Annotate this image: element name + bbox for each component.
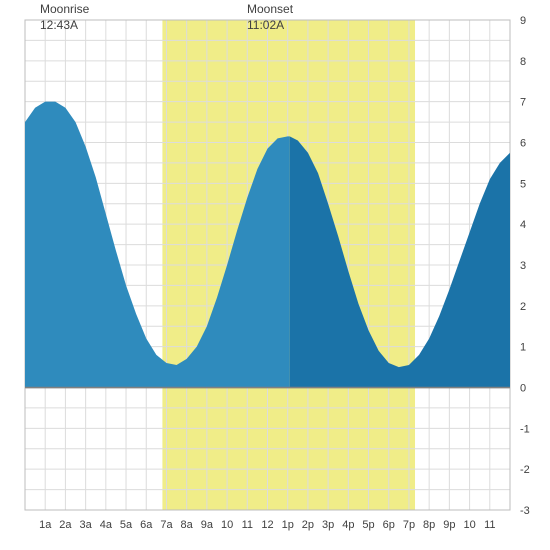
- y-tick-label: 5: [520, 178, 526, 190]
- x-tick-label: 2a: [59, 519, 72, 531]
- x-tick-label: 9a: [201, 519, 214, 531]
- x-tick-label: 11: [242, 519, 253, 531]
- x-tick-label: 1a: [39, 519, 52, 531]
- y-tick-label: 7: [520, 97, 526, 109]
- x-tick-label: 7p: [403, 519, 415, 531]
- moonset-title: Moonset: [247, 2, 293, 18]
- x-tick-label: 6a: [140, 519, 153, 531]
- moonset-time: 11:02A: [247, 18, 293, 34]
- x-tick-label: 3a: [80, 519, 93, 531]
- y-tick-label: -1: [520, 423, 530, 435]
- y-tick-label: 2: [520, 301, 526, 313]
- x-tick-label: 1p: [282, 519, 294, 531]
- tide-chart: Moonrise 12:43A Moonset 11:02A -3-2-1012…: [0, 0, 550, 550]
- y-tick-label: 3: [520, 260, 526, 272]
- x-tick-label: 10: [463, 519, 475, 531]
- x-tick-label: 11: [484, 519, 495, 531]
- moonset-label: Moonset 11:02A: [247, 2, 293, 33]
- moonrise-time: 12:43A: [40, 18, 89, 34]
- moonrise-title: Moonrise: [40, 2, 89, 18]
- x-tick-label: 8a: [181, 519, 194, 531]
- y-tick-label: 4: [520, 219, 526, 231]
- y-tick-label: -3: [520, 505, 530, 517]
- x-tick-label: 5p: [362, 519, 374, 531]
- x-tick-label: 4a: [100, 519, 113, 531]
- x-tick-label: 3p: [322, 519, 334, 531]
- y-tick-label: 8: [520, 56, 526, 68]
- y-tick-label: 6: [520, 138, 526, 150]
- y-tick-label: 1: [520, 342, 526, 354]
- x-tick-label: 9p: [443, 519, 455, 531]
- chart-svg: -3-2-101234567891a2a3a4a5a6a7a8a9a101112…: [0, 0, 550, 550]
- moonrise-label: Moonrise 12:43A: [40, 2, 89, 33]
- x-tick-label: 8p: [423, 519, 435, 531]
- y-tick-label: -2: [520, 464, 530, 476]
- x-tick-label: 10: [221, 519, 233, 531]
- x-tick-label: 2p: [302, 519, 314, 531]
- x-tick-label: 12: [261, 519, 273, 531]
- x-tick-label: 7a: [160, 519, 173, 531]
- y-tick-label: 0: [520, 383, 526, 395]
- x-tick-label: 6p: [383, 519, 395, 531]
- x-tick-label: 4p: [342, 519, 354, 531]
- y-tick-label: 9: [520, 15, 526, 27]
- x-tick-label: 5a: [120, 519, 133, 531]
